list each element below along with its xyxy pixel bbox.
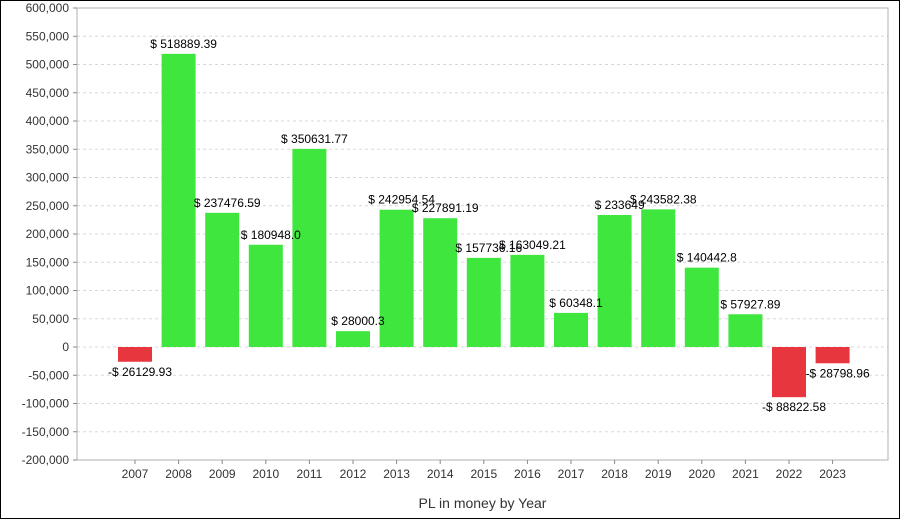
data-label-2020: $ 140442.8 bbox=[677, 251, 737, 265]
bar-2012 bbox=[336, 331, 370, 347]
y-tick-label: 50,000 bbox=[32, 312, 69, 326]
data-label-2018: $ 233649 bbox=[595, 198, 645, 212]
x-axis: 2007 2008 2009 2010 2011 2012 2013 2014 2015 2016… bbox=[122, 460, 846, 481]
bar-2019 bbox=[641, 209, 676, 347]
y-tick-label: -50,000 bbox=[28, 368, 69, 382]
y-tick-label: 550,000 bbox=[26, 29, 70, 43]
y-tick-label: -150,000 bbox=[22, 425, 70, 439]
data-label-2014: $ 227891.19 bbox=[412, 201, 479, 215]
data-label-2010: $ 180948.0 bbox=[241, 228, 301, 242]
x-tick-label: 2018 bbox=[601, 467, 628, 481]
data-label-2015: $ 157736.16 bbox=[455, 241, 522, 255]
y-tick-label: 300,000 bbox=[26, 171, 70, 185]
y-tick-label: 400,000 bbox=[26, 114, 70, 128]
x-tick-label: 2011 bbox=[296, 467, 322, 481]
y-axis: -200,000 -150,000 -100,000 -50,000 0 50,000 10… bbox=[22, 1, 77, 467]
bar-2011 bbox=[292, 148, 327, 347]
y-tick-label: -200,000 bbox=[22, 453, 70, 467]
x-tick-label: 2017 bbox=[558, 467, 585, 481]
data-label-2023: -$ 28798.96 bbox=[806, 366, 870, 380]
bar-2007 bbox=[118, 347, 152, 362]
bar-2018 bbox=[597, 214, 632, 347]
data-label-2013: $ 242954.54 bbox=[368, 193, 435, 207]
x-tick-label: 2008 bbox=[165, 467, 192, 481]
x-tick-label: 2014 bbox=[427, 467, 454, 481]
x-tick-label: 2023 bbox=[819, 467, 846, 481]
y-tick-label: 0 bbox=[62, 340, 69, 354]
data-label-2016: $ 163049.21 bbox=[499, 238, 566, 252]
y-tick-label: 100,000 bbox=[26, 284, 70, 298]
bar-2008 bbox=[161, 53, 196, 348]
bar-2020 bbox=[684, 267, 719, 347]
bar-2021 bbox=[728, 314, 763, 347]
y-tick-label: 600,000 bbox=[26, 1, 70, 15]
bar-2014 bbox=[423, 218, 458, 347]
x-tick-label: 2020 bbox=[688, 467, 715, 481]
bar-2009 bbox=[205, 212, 240, 347]
grid-lines bbox=[77, 7, 888, 461]
data-label-2021: $ 57927.89 bbox=[720, 297, 780, 311]
bars bbox=[118, 53, 850, 398]
y-tick-label: 450,000 bbox=[26, 86, 70, 100]
data-label-2009: $ 237476.59 bbox=[194, 196, 261, 210]
bar-2016 bbox=[510, 254, 545, 347]
y-tick-label: -100,000 bbox=[22, 397, 70, 411]
y-tick-label: 150,000 bbox=[26, 255, 70, 269]
x-tick-label: 2007 bbox=[122, 467, 149, 481]
x-tick-label: 2012 bbox=[340, 467, 367, 481]
data-labels: -$ 26129.93 $ 518889.39 $ 237476.59 $ 18094… bbox=[108, 37, 870, 414]
data-label-2012: $ 28000.3 bbox=[331, 314, 385, 328]
y-tick-label: 200,000 bbox=[26, 227, 70, 241]
bar-2015 bbox=[466, 257, 501, 347]
bar-2023 bbox=[815, 347, 850, 364]
y-tick-label: 500,000 bbox=[26, 58, 70, 72]
data-label-2022: -$ 88822.58 bbox=[762, 400, 826, 414]
y-tick-label: 250,000 bbox=[26, 199, 70, 213]
x-tick-label: 2016 bbox=[514, 467, 541, 481]
x-tick-label: 2022 bbox=[776, 467, 803, 481]
bar-2010 bbox=[248, 244, 283, 347]
data-label-2007: -$ 26129.93 bbox=[108, 365, 172, 379]
data-label-2011: $ 350631.77 bbox=[281, 132, 348, 146]
x-axis-title: PL in money by Year bbox=[419, 495, 547, 511]
x-tick-label: 2013 bbox=[383, 467, 410, 481]
data-label-2008: $ 518889.39 bbox=[150, 37, 217, 51]
data-label-2017: $ 60348.1 bbox=[549, 296, 603, 310]
x-tick-label: 2021 bbox=[732, 467, 759, 481]
bar-2017 bbox=[554, 312, 588, 347]
y-tick-label: 350,000 bbox=[26, 142, 70, 156]
bar-2013 bbox=[379, 209, 414, 347]
data-label-2019: $ 243582.38 bbox=[630, 192, 697, 206]
x-tick-label: 2015 bbox=[470, 467, 497, 481]
x-tick-label: 2019 bbox=[645, 467, 672, 481]
x-tick-label: 2009 bbox=[209, 467, 236, 481]
bar-2022 bbox=[772, 347, 806, 398]
x-tick-label: 2010 bbox=[252, 467, 279, 481]
